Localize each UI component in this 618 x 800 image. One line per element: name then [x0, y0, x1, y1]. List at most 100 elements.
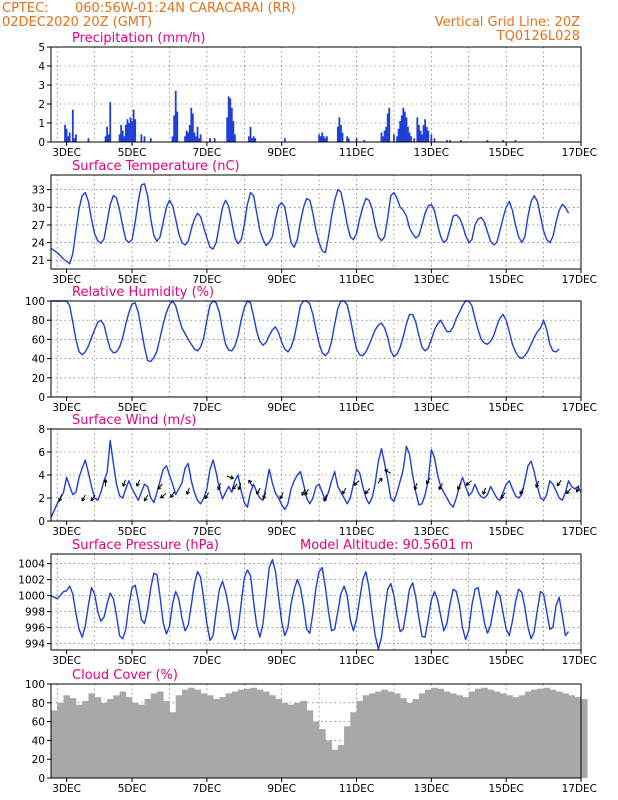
panel-humidity: Relative Humidity (%) 0 20 40 60 80 100 3DEC 5DE… — [25, 285, 597, 414]
y-tick-label: 0 — [38, 392, 45, 404]
wind-arrow — [465, 480, 472, 486]
precip-bar — [249, 126, 252, 142]
cloud-bar — [194, 689, 201, 778]
precip-bar — [173, 115, 176, 142]
precip-bar — [338, 117, 341, 142]
precip-bar — [121, 130, 124, 142]
precip-bar — [109, 102, 112, 142]
cloud-bar — [512, 697, 519, 778]
wind-arrow — [575, 485, 580, 493]
panel-temp: Surface Temperature (nC) 21 24 27 30 33 3DEC 5D… — [32, 159, 597, 286]
precip-bar — [190, 107, 193, 142]
header-grid-note: Vertical Grid Line: 20Z — [435, 15, 580, 30]
precip-bar — [230, 107, 233, 142]
precip-bar — [319, 136, 322, 142]
precip-bar — [393, 134, 395, 142]
x-tick-label: 11DEC — [339, 526, 374, 538]
wind-arrow — [256, 487, 261, 495]
precip-bar — [131, 121, 133, 142]
precip-bar — [427, 130, 430, 142]
cloud-bar — [506, 695, 513, 778]
cloud-bar — [175, 695, 183, 778]
cloud-bar — [549, 689, 557, 778]
header-source: CPTEC: — [2, 1, 49, 16]
precip-bar — [124, 124, 127, 142]
cloud-bar — [418, 693, 426, 778]
wind-arrow — [81, 494, 86, 502]
x-tick-label: 9DEC — [267, 526, 296, 538]
x-tick-label: 15DEC — [488, 783, 523, 795]
precip-bar — [226, 117, 229, 142]
header-location: 060:56W-01:24N CARACARAI (RR) — [75, 1, 296, 16]
wind-arrow — [384, 469, 391, 474]
cloud-bar — [163, 700, 170, 778]
wind-arrow — [103, 479, 108, 487]
cloud-bar — [387, 691, 395, 778]
panel-frame — [50, 683, 582, 779]
x-tick-label: 17DEC — [562, 526, 597, 538]
series-line-pressure — [50, 558, 570, 650]
precip-bar — [408, 132, 411, 142]
precip-bar — [386, 113, 389, 142]
cloud-bar — [393, 693, 401, 778]
header: CPTEC: 060:56W-01:24N CARACARAI (RR) 02D… — [2, 1, 580, 44]
cloud-bar — [537, 688, 544, 778]
x-tick-label: 15DEC — [488, 147, 523, 159]
cloud-bar — [250, 687, 258, 778]
cloud-bar — [57, 702, 64, 778]
wind-arrow — [457, 483, 462, 490]
wind-arrow — [90, 494, 96, 502]
cloud-bar — [275, 699, 283, 778]
precip-bar — [71, 109, 74, 142]
precip-bar — [209, 138, 211, 142]
cloud-bar — [568, 695, 576, 778]
panel-title: Precipitation (mm/h) — [72, 31, 205, 46]
precip-bar — [107, 134, 110, 142]
precip-bar — [191, 113, 194, 142]
wind-arrow — [438, 483, 443, 490]
cloud-bar — [119, 691, 127, 778]
precip-bar — [187, 132, 190, 142]
wind-arrow — [341, 487, 347, 495]
precip-bar — [251, 138, 253, 142]
cloud-bar — [375, 691, 382, 778]
wind-arrow — [143, 494, 149, 502]
x-tick-label: 13DEC — [414, 147, 449, 159]
wind-arrow — [58, 494, 63, 502]
wind-arrow — [170, 491, 176, 498]
cloud-bar — [256, 689, 264, 778]
x-tick-label: 7DEC — [193, 526, 222, 538]
y-tick-label: 40 — [32, 354, 45, 366]
x-tick-label: 15DEC — [488, 402, 523, 414]
y-tick-label: 20 — [32, 754, 45, 766]
y-tick-label: 1 — [38, 118, 45, 130]
cloud-bar — [82, 700, 89, 778]
precip-bar — [129, 117, 132, 142]
precip-bar — [430, 134, 433, 142]
cloud-bar — [125, 697, 133, 778]
cloud-bar — [287, 704, 295, 778]
precip-bar — [143, 136, 146, 142]
y-tick-label: 60 — [32, 334, 45, 346]
precip-bar — [248, 136, 250, 142]
cloud-bar — [381, 689, 389, 778]
cloud-bar — [263, 691, 270, 778]
x-tick-label: 13DEC — [414, 274, 449, 286]
cloud-bar — [499, 693, 507, 778]
x-tick-label: 15DEC — [488, 526, 523, 538]
x-tick-label: 7DEC — [193, 783, 222, 795]
precip-bar — [195, 136, 197, 142]
precip-bar — [87, 138, 90, 142]
precip-bar — [419, 130, 422, 142]
precip-bar — [199, 134, 202, 142]
wind-arrow — [226, 475, 234, 480]
wind-arrow — [482, 487, 487, 495]
precip-bar — [324, 138, 327, 142]
precip-bar — [400, 115, 403, 142]
x-tick-label: 15DEC — [488, 274, 523, 286]
cloud-bar — [244, 688, 251, 778]
x-tick-label: 5DEC — [118, 147, 147, 159]
x-tick-label: 3DEC — [52, 147, 81, 159]
cloud-bar — [157, 691, 164, 778]
precip-bar — [346, 136, 349, 142]
